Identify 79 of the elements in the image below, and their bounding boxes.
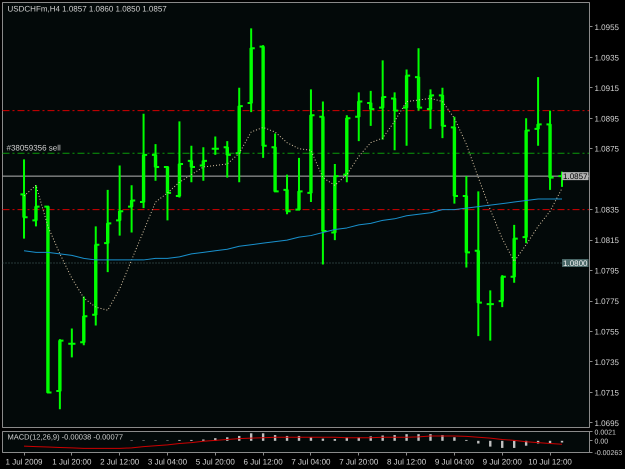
candlestick [402, 68, 412, 147]
candlestick [414, 47, 424, 112]
candlestick [438, 86, 448, 140]
candlestick [150, 143, 160, 182]
x-tick-label: 10 Jul 12:00 [528, 458, 572, 466]
bar [453, 437, 456, 441]
y-tick-label: 1.0735 [594, 358, 620, 367]
candlestick [306, 88, 316, 204]
y-tick-label: 1.0835 [594, 206, 620, 215]
y-tick-label: 1.0955 [594, 22, 620, 32]
candlestick [270, 132, 280, 192]
x-tick-label: 9 Jul 04:00 [434, 458, 475, 466]
candlestick [354, 91, 364, 142]
bar [501, 440, 504, 448]
x-tick-label: 9 Jul 20:00 [482, 458, 522, 466]
y-tick-label: 1.0695 [594, 418, 620, 428]
candlestick [258, 44, 268, 159]
candlestick [366, 90, 376, 127]
y-tick-label: 1.0795 [594, 266, 620, 276]
candlestick [318, 100, 328, 266]
candlestick [162, 166, 172, 222]
candlestick [186, 144, 196, 184]
candlestick [545, 110, 555, 191]
x-tick-label: 2 Jul 12:00 [100, 458, 140, 466]
candlestick [378, 59, 388, 141]
candlestick [342, 114, 352, 184]
candlestick [174, 120, 184, 198]
candlestick [462, 175, 471, 269]
y-tick-label: 1.0755 [594, 328, 620, 337]
candlestick [138, 112, 148, 210]
y-tick-label: 1.0715 [594, 388, 620, 398]
x-tick-label: 1 Jul 2009 [6, 458, 44, 466]
candlestick [498, 274, 507, 308]
candlestick [127, 184, 136, 234]
x-tick-label: 5 Jul 20:00 [196, 458, 236, 466]
bar [512, 440, 516, 448]
candlestick [522, 117, 531, 244]
y-tick-label: 1.0815 [594, 236, 620, 246]
candlestick [222, 140, 232, 179]
candlestick [246, 27, 256, 114]
y-tick-label: 1.0895 [594, 114, 620, 124]
candlestick [210, 136, 220, 156]
candlestick [390, 91, 400, 152]
candlestick [426, 88, 436, 130]
y-tick-label: 1.0875 [594, 144, 620, 154]
candlestick [282, 174, 292, 216]
candlestick [534, 76, 543, 147]
bar [477, 440, 480, 444]
candlestick [486, 289, 495, 342]
x-tick-label: 7 Jul 20:00 [339, 458, 379, 466]
x-tick-label: 3 Jul 04:00 [148, 458, 188, 466]
y-tick-label: 1.0915 [594, 84, 620, 93]
ref-line-label: 1.0857 [563, 172, 588, 182]
ref-line-label: #38059356 sell [6, 143, 61, 152]
candlestick [474, 190, 483, 338]
candlestick [55, 338, 64, 410]
y-tick-label: 1.0935 [594, 53, 620, 62]
candlestick [19, 158, 29, 240]
x-tick-label: 7 Jul 04:00 [291, 458, 332, 466]
chart-title: USDCHFm,H4 1.0857 1.0860 1.0850 1.0857 [8, 4, 168, 14]
candlestick [91, 225, 100, 326]
candlestick [31, 184, 41, 228]
candlestick [234, 86, 244, 184]
x-tick-label: 6 Jul 12:00 [244, 458, 284, 466]
y-tick-label: 1.0775 [594, 297, 620, 306]
candlestick [67, 327, 76, 358]
candlestick [43, 206, 53, 394]
candlestick [330, 162, 340, 242]
candlestick [198, 146, 208, 182]
candlestick [103, 188, 112, 274]
x-tick-label: 1 Jul 20:00 [52, 458, 92, 466]
candlestick [79, 295, 88, 346]
ref-line-label: 1.0800 [563, 258, 588, 268]
candlestick [510, 224, 519, 284]
bar [489, 440, 492, 447]
candlestick [115, 164, 124, 237]
line-series [24, 198, 563, 260]
x-tick-label: 8 Jul 12:00 [387, 458, 427, 466]
candlestick [450, 116, 459, 205]
